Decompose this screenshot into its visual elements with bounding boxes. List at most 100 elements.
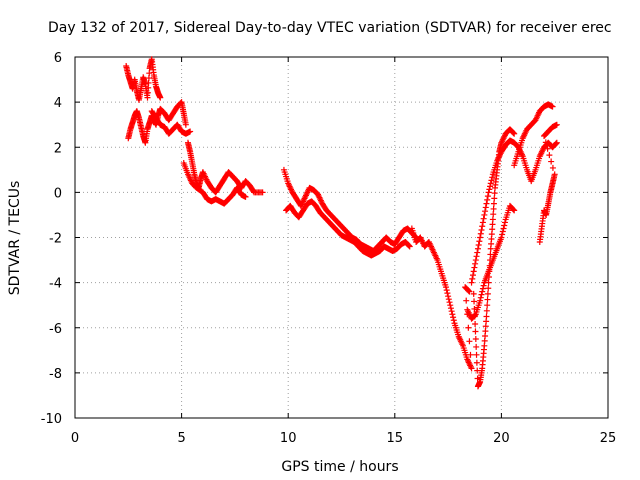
data-point	[472, 328, 479, 335]
data-point	[467, 351, 474, 358]
series-early-lower	[125, 99, 189, 146]
data-point	[466, 288, 473, 295]
data-point	[500, 225, 507, 232]
data-point	[484, 196, 491, 203]
series-midday-lower	[283, 198, 413, 259]
data-point	[450, 317, 457, 324]
data-point	[544, 145, 551, 152]
data-point	[473, 351, 480, 358]
data-point	[478, 291, 485, 298]
chart-title: Day 132 of 2017, Sidereal Day-to-day VTE…	[48, 20, 612, 36]
x-tick-label: 0	[71, 431, 79, 446]
y-tick-label: 0	[54, 186, 62, 201]
data-point	[476, 238, 483, 245]
y-tick-label: -6	[49, 322, 62, 337]
data-point	[259, 189, 266, 196]
data-point	[510, 206, 517, 213]
series-morning-decline	[184, 139, 266, 196]
data-point	[463, 297, 470, 304]
data-point	[443, 287, 450, 294]
data-point	[551, 171, 558, 178]
data-point	[472, 336, 479, 343]
data-point	[484, 193, 491, 200]
series-morning-lower	[180, 160, 249, 207]
series-early-band	[148, 108, 194, 137]
series-late-upper	[511, 101, 556, 169]
data-point	[498, 234, 505, 241]
data-point	[472, 257, 479, 264]
data-point	[487, 183, 494, 190]
data-point	[471, 298, 478, 305]
data-point	[480, 215, 487, 222]
data-point	[471, 305, 478, 312]
y-tick-label: -4	[49, 277, 62, 292]
data-point	[553, 139, 560, 146]
data-point	[490, 211, 497, 218]
series-midday-upper	[280, 166, 420, 255]
data-point	[482, 204, 489, 211]
data-point	[479, 288, 486, 295]
data-point	[488, 177, 495, 184]
data-point	[546, 152, 553, 159]
y-tick-label: 6	[54, 51, 62, 66]
data-point	[446, 299, 453, 306]
y-tick-label: -2	[49, 232, 62, 247]
data-point	[466, 338, 473, 345]
data-point	[486, 186, 493, 193]
data-point	[475, 242, 482, 249]
y-axis-label: SDTVAR / TECUs	[7, 181, 23, 296]
data-point	[470, 268, 477, 275]
data-point	[477, 294, 484, 301]
data-point	[484, 302, 491, 309]
data-point	[473, 359, 480, 366]
data-point	[473, 343, 480, 350]
data-point	[553, 140, 560, 147]
data-point	[480, 282, 487, 289]
data-point	[468, 365, 475, 372]
data-point	[445, 293, 452, 300]
data-point	[474, 249, 481, 256]
data-point	[542, 139, 549, 146]
data-point	[489, 216, 496, 223]
data-point	[157, 94, 164, 101]
data-point	[177, 99, 184, 106]
x-tick-label: 25	[600, 431, 617, 446]
data-point	[449, 311, 456, 318]
series-late-lower	[536, 121, 560, 246]
data-point	[472, 311, 479, 318]
data-point	[481, 211, 488, 218]
x-tick-label: 5	[177, 431, 185, 446]
data-point	[447, 302, 454, 309]
data-point	[483, 307, 490, 314]
data-point	[444, 290, 451, 297]
series-early-upper	[123, 56, 164, 103]
y-tick-label: 2	[54, 141, 62, 156]
data-point	[489, 174, 496, 181]
data-point	[470, 290, 477, 297]
data-point	[511, 130, 518, 137]
series-trough-b	[464, 202, 518, 322]
data-point	[478, 226, 485, 233]
data-point	[479, 223, 486, 230]
data-point	[479, 219, 486, 226]
data-point	[445, 296, 452, 303]
data-point	[549, 103, 556, 110]
data-point	[406, 243, 413, 250]
data-point	[482, 208, 489, 215]
data-point	[477, 297, 484, 304]
data-point	[485, 189, 492, 196]
x-tick-label: 15	[387, 431, 404, 446]
data-point	[499, 228, 506, 235]
data-point	[474, 245, 481, 252]
data-point	[510, 129, 517, 136]
data-point	[553, 121, 560, 128]
data-point	[471, 264, 478, 271]
data-point	[477, 230, 484, 237]
x-tick-label: 10	[280, 431, 297, 446]
data-point	[484, 290, 491, 297]
data-point	[182, 121, 189, 128]
y-tick-label: 4	[54, 96, 62, 111]
data-point	[473, 253, 480, 260]
data-point	[501, 219, 508, 226]
